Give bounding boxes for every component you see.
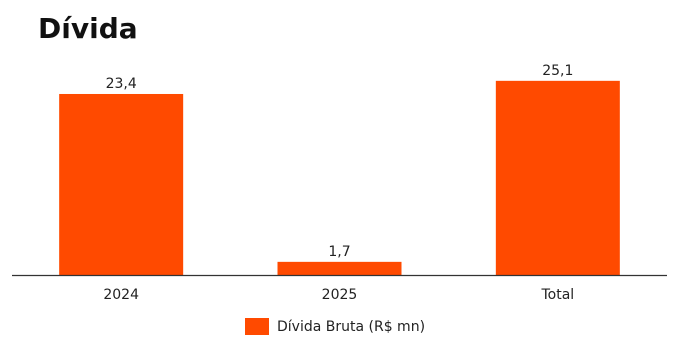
chart-title: Dívida — [38, 12, 138, 45]
legend: Dívida Bruta (R$ mn) — [245, 318, 425, 335]
bar-total — [495, 80, 620, 275]
bar-2025 — [277, 261, 402, 275]
x-tick-label-2024: 2024 — [103, 287, 139, 303]
legend-label: Dívida Bruta (R$ mn) — [277, 318, 426, 335]
legend-swatch — [245, 318, 269, 335]
data-label-2025: 1,7 — [328, 244, 350, 260]
data-label-total: 25,1 — [542, 63, 573, 79]
data-label-2024: 23,4 — [106, 76, 137, 92]
x-tick-label-total: Total — [540, 287, 574, 303]
x-tick-label-2025: 2025 — [322, 287, 358, 303]
bar-2024 — [59, 93, 184, 275]
